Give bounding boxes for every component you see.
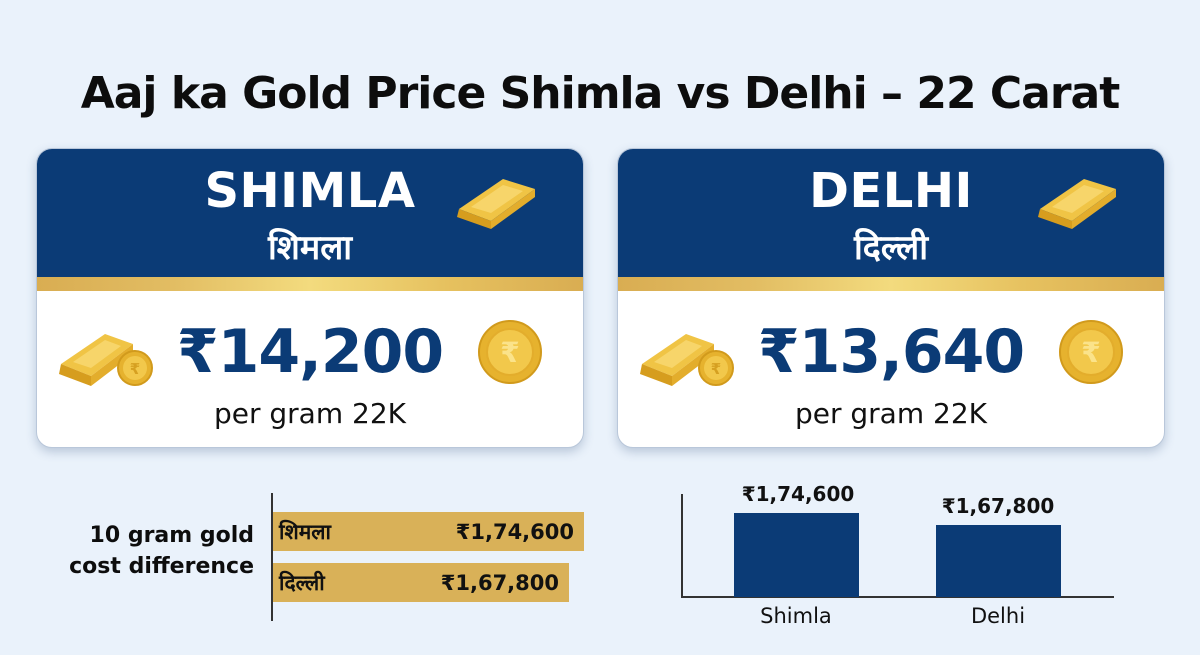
card-header: SHIMLA शिमला bbox=[37, 149, 583, 277]
gold-bar-icon bbox=[1038, 179, 1116, 229]
comparison-label: 10 gram gold cost difference bbox=[40, 520, 254, 582]
price-unit: per gram 22K bbox=[794, 397, 988, 430]
city-name-hindi: शिमला bbox=[267, 228, 353, 268]
city-name-english: DELHI bbox=[809, 163, 973, 219]
svg-text:₹: ₹ bbox=[711, 360, 721, 378]
bar-value-label-delhi: ₹1,67,800 bbox=[941, 494, 1055, 518]
price-unit: per gram 22K bbox=[213, 397, 407, 430]
svg-text:₹: ₹ bbox=[500, 336, 519, 369]
bar-value-label-shimla: ₹1,74,600 bbox=[741, 482, 855, 506]
gold-divider-strip bbox=[37, 277, 583, 291]
city-card-delhi: DELHI दिल्ली ₹ ₹13,640 ₹ per gram 22K bbox=[617, 148, 1165, 448]
page-title: Aaj ka Gold Price Shimla vs Delhi – 22 C… bbox=[80, 68, 1121, 119]
price-per-gram: ₹13,640 bbox=[757, 317, 1025, 387]
comparison-bar-delhi: दिल्ली ₹1,67,800 bbox=[273, 563, 569, 602]
gold-bar-with-coin-icon: ₹ bbox=[59, 334, 153, 386]
city-card-shimla: SHIMLA शिमला ₹ ₹14,200 ₹ per gram 22K bbox=[36, 148, 584, 448]
city-name-hindi: दिल्ली bbox=[853, 228, 929, 268]
bar-category-delhi: Delhi bbox=[970, 604, 1026, 628]
rupee-coin-icon: ₹ bbox=[478, 320, 542, 384]
bar-delhi bbox=[936, 525, 1061, 597]
comparison-value: ₹1,74,600 bbox=[455, 519, 574, 544]
svg-text:₹: ₹ bbox=[1081, 336, 1100, 369]
city-name-english: SHIMLA bbox=[204, 163, 416, 219]
bar-category-shimla: Shimla bbox=[760, 604, 832, 628]
svg-text:₹: ₹ bbox=[130, 360, 140, 378]
comparison-bar-shimla: शिमला ₹1,74,600 bbox=[273, 512, 584, 551]
comparison-label-line2: cost difference bbox=[69, 554, 254, 579]
chart-x-axis bbox=[681, 596, 1114, 598]
comparison-label-line1: 10 gram gold bbox=[89, 523, 254, 548]
comparison-city: शिमला bbox=[279, 519, 331, 544]
comparison-city: दिल्ली bbox=[279, 570, 325, 595]
rupee-coin-icon: ₹ bbox=[1059, 320, 1123, 384]
price-per-gram: ₹14,200 bbox=[176, 317, 444, 387]
gold-divider-strip bbox=[618, 277, 1164, 291]
comparison-axis bbox=[271, 493, 273, 621]
card-header: DELHI दिल्ली bbox=[618, 149, 1164, 277]
bar-shimla bbox=[734, 513, 859, 597]
gold-bar-with-coin-icon: ₹ bbox=[640, 334, 734, 386]
gold-bar-icon bbox=[457, 179, 535, 229]
chart-y-axis bbox=[681, 494, 683, 598]
comparison-value: ₹1,67,800 bbox=[440, 570, 559, 595]
